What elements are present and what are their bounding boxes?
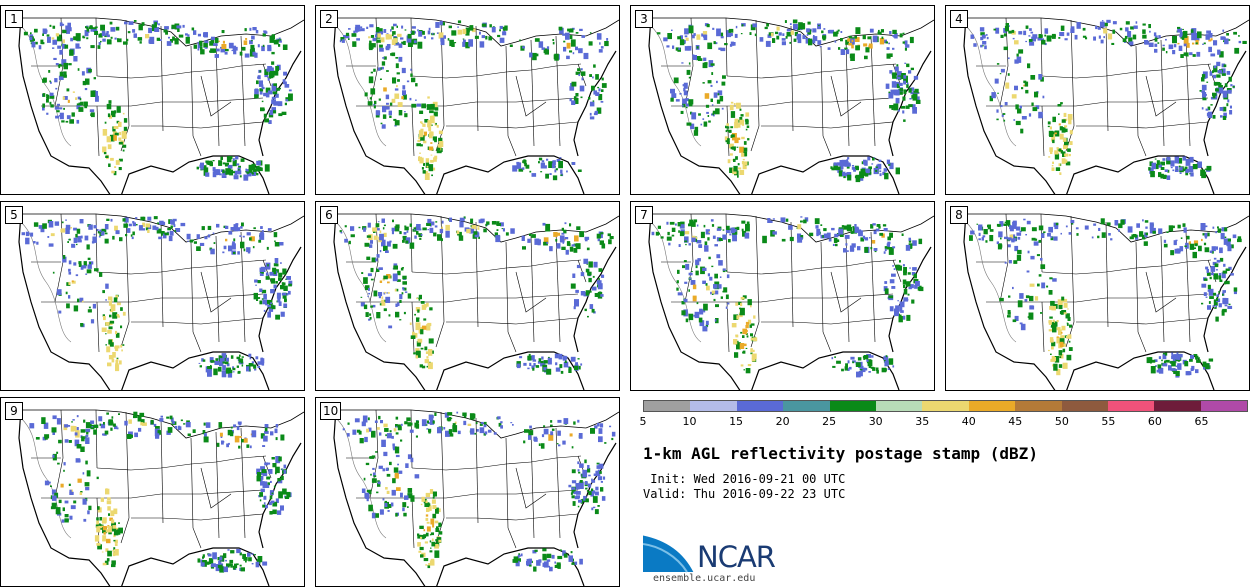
colorbar-tick-label: 5	[639, 415, 647, 428]
colorbar-tick-label: 50	[1054, 415, 1069, 428]
member-number-label: 8	[950, 206, 968, 224]
colorbar-swatch	[736, 401, 784, 411]
ensemble-member-panel: 3	[630, 5, 935, 195]
member-number-label: 4	[950, 10, 968, 28]
ensemble-member-panel: 10	[315, 397, 620, 587]
colorbar-swatch	[1154, 401, 1201, 411]
member-number-label: 3	[635, 10, 653, 28]
conus-map	[648, 15, 934, 194]
member-number-label: 1	[5, 10, 23, 28]
ensemble-member-panel: 4	[945, 5, 1250, 195]
conus-map	[18, 407, 304, 586]
ensemble-member-panel: 2	[315, 5, 620, 195]
reflectivity-colorbar	[643, 400, 1248, 412]
member-number-label: 6	[320, 206, 338, 224]
conus-map	[333, 15, 619, 194]
colorbar-tick-label: 55	[1101, 415, 1116, 428]
colorbar-swatch	[1061, 401, 1108, 411]
member-number-label: 5	[5, 206, 23, 224]
colorbar-tick-label: 60	[1147, 415, 1162, 428]
colorbar-tick-label: 25	[822, 415, 837, 428]
colorbar-swatch	[875, 401, 923, 411]
init-time: Init: Wed 2016-09-21 00 UTC	[643, 472, 846, 486]
colorbar-tick-label: 15	[729, 415, 744, 428]
ensemble-member-panel: 8	[945, 201, 1250, 391]
colorbar-tick-label: 20	[775, 415, 790, 428]
colorbar-swatch	[690, 401, 737, 411]
ensemble-member-panel: 5	[0, 201, 305, 391]
colorbar-tick-label: 30	[868, 415, 883, 428]
conus-map	[333, 211, 619, 390]
conus-map	[963, 211, 1249, 390]
ensemble-member-panel: 7	[630, 201, 935, 391]
valid-time: Valid: Thu 2016-09-22 23 UTC	[643, 487, 846, 501]
colorbar-tick-label: 35	[915, 415, 930, 428]
member-number-label: 2	[320, 10, 338, 28]
member-number-label: 10	[320, 402, 342, 420]
member-number-label: 9	[5, 402, 23, 420]
colorbar-swatch	[644, 401, 691, 411]
colorbar-tick-label: 40	[961, 415, 976, 428]
colorbar-tick-labels: 5 10 15 20 25 30 35 40 45 50 55 60 65	[639, 415, 1248, 429]
conus-map	[18, 15, 304, 194]
figure-title: 1-km AGL reflectivity postage stamp (dBZ…	[643, 444, 1038, 463]
ensemble-member-panel: 9	[0, 397, 305, 587]
ensemble-member-panel: 1	[0, 5, 305, 195]
ncar-logo-text: NCAR	[697, 540, 776, 574]
ensemble-url: ensemble.ucar.edu	[653, 573, 756, 584]
colorbar-swatch	[829, 401, 876, 411]
colorbar-tick-label: 10	[682, 415, 697, 428]
conus-map	[18, 211, 304, 390]
colorbar-swatch	[783, 401, 830, 411]
conus-map	[333, 407, 619, 586]
conus-map	[648, 211, 934, 390]
ensemble-member-panel: 6	[315, 201, 620, 391]
ncar-logo-icon	[643, 532, 697, 573]
colorbar-tick-label: 65	[1194, 415, 1209, 428]
colorbar-swatch	[1200, 401, 1248, 411]
colorbar-swatch	[1015, 401, 1062, 411]
member-number-label: 7	[635, 206, 653, 224]
conus-map	[963, 15, 1249, 194]
colorbar-swatch	[1107, 401, 1155, 411]
colorbar-tick-label: 45	[1008, 415, 1023, 428]
colorbar-swatch	[968, 401, 1016, 411]
colorbar-swatch	[922, 401, 969, 411]
